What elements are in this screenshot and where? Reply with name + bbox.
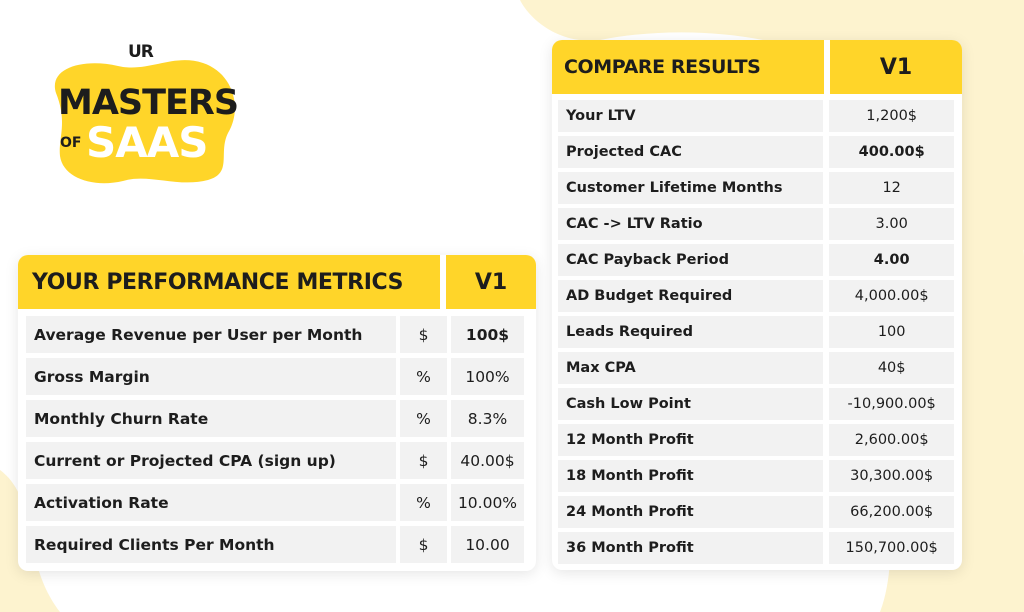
result-value: -10,900.00$ bbox=[829, 388, 954, 420]
table-row: AD Budget Required 4,000.00$ bbox=[558, 280, 954, 312]
result-value: 4,000.00$ bbox=[829, 280, 954, 312]
metric-value: 10.00 bbox=[451, 526, 524, 563]
result-label: AD Budget Required bbox=[558, 280, 824, 312]
masters-of-saas-logo: UR MASTERS OF SAAS bbox=[38, 38, 248, 188]
metric-value: 8.3% bbox=[451, 400, 524, 437]
table-row: CAC -> LTV Ratio 3.00 bbox=[558, 208, 954, 240]
logo-masters-text: MASTERS bbox=[58, 83, 239, 123]
table-row: Leads Required 100 bbox=[558, 316, 954, 348]
table-row: Activation Rate % 10.00% bbox=[26, 484, 528, 521]
result-value: 3.00 bbox=[829, 208, 954, 240]
result-value: 4.00 bbox=[829, 244, 954, 276]
metric-unit: % bbox=[400, 358, 447, 395]
table-row: Gross Margin % 100% bbox=[26, 358, 528, 395]
result-label: CAC Payback Period bbox=[558, 244, 824, 276]
result-value: 2,600.00$ bbox=[829, 424, 954, 456]
metrics-header: YOUR PERFORMANCE METRICS V1 bbox=[18, 255, 536, 309]
result-value: 66,200.00$ bbox=[829, 496, 954, 528]
result-value: 12 bbox=[829, 172, 954, 204]
table-row: Your LTV 1,200$ bbox=[558, 100, 954, 132]
result-label: 18 Month Profit bbox=[558, 460, 824, 492]
results-version: V1 bbox=[830, 40, 962, 94]
metric-label: Required Clients Per Month bbox=[26, 526, 396, 563]
metrics-table: Average Revenue per User per Month $ 100… bbox=[18, 309, 536, 563]
metric-label: Current or Projected CPA (sign up) bbox=[26, 442, 396, 479]
table-row: Required Clients Per Month $ 10.00 bbox=[26, 526, 528, 563]
table-row: CAC Payback Period 4.00 bbox=[558, 244, 954, 276]
table-row: 36 Month Profit 150,700.00$ bbox=[558, 532, 954, 564]
metric-value: 100$ bbox=[451, 316, 524, 353]
results-header: COMPARE RESULTS V1 bbox=[552, 40, 962, 94]
metric-value: 100% bbox=[451, 358, 524, 395]
metric-unit: % bbox=[400, 484, 447, 521]
result-label: CAC -> LTV Ratio bbox=[558, 208, 824, 240]
result-label: 12 Month Profit bbox=[558, 424, 824, 456]
result-label: 24 Month Profit bbox=[558, 496, 824, 528]
table-row: Customer Lifetime Months 12 bbox=[558, 172, 954, 204]
result-value: 1,200$ bbox=[829, 100, 954, 132]
results-table: Your LTV 1,200$ Projected CAC 400.00$ Cu… bbox=[552, 94, 962, 564]
performance-metrics-card: YOUR PERFORMANCE METRICS V1 Average Reve… bbox=[18, 255, 536, 571]
compare-results-card: COMPARE RESULTS V1 Your LTV 1,200$ Proje… bbox=[552, 40, 962, 570]
table-row: Max CPA 40$ bbox=[558, 352, 954, 384]
logo-of-text: OF bbox=[60, 135, 82, 151]
result-label: Max CPA bbox=[558, 352, 824, 384]
result-value: 40$ bbox=[829, 352, 954, 384]
metric-value: 10.00% bbox=[451, 484, 524, 521]
metric-unit: % bbox=[400, 400, 447, 437]
metric-label: Gross Margin bbox=[26, 358, 396, 395]
logo-mark: UR bbox=[128, 42, 154, 62]
table-row: 18 Month Profit 30,300.00$ bbox=[558, 460, 954, 492]
result-label: Projected CAC bbox=[558, 136, 824, 168]
metric-value: 40.00$ bbox=[451, 442, 524, 479]
table-row: Current or Projected CPA (sign up) $ 40.… bbox=[26, 442, 528, 479]
logo-yellow-blob bbox=[54, 60, 235, 184]
table-row: 24 Month Profit 66,200.00$ bbox=[558, 496, 954, 528]
table-row: 12 Month Profit 2,600.00$ bbox=[558, 424, 954, 456]
metric-unit: $ bbox=[400, 526, 447, 563]
result-label: Cash Low Point bbox=[558, 388, 824, 420]
metrics-title: YOUR PERFORMANCE METRICS bbox=[18, 255, 440, 309]
results-title: COMPARE RESULTS bbox=[552, 40, 824, 94]
metrics-version: V1 bbox=[446, 255, 536, 309]
result-value: 30,300.00$ bbox=[829, 460, 954, 492]
metric-label: Monthly Churn Rate bbox=[26, 400, 396, 437]
table-row: Projected CAC 400.00$ bbox=[558, 136, 954, 168]
result-label: Your LTV bbox=[558, 100, 824, 132]
result-value: 400.00$ bbox=[829, 136, 954, 168]
metric-label: Average Revenue per User per Month bbox=[26, 316, 396, 353]
logo-saas-text: SAAS bbox=[86, 118, 209, 167]
table-row: Cash Low Point -10,900.00$ bbox=[558, 388, 954, 420]
metric-unit: $ bbox=[400, 442, 447, 479]
result-label: Customer Lifetime Months bbox=[558, 172, 824, 204]
table-row: Monthly Churn Rate % 8.3% bbox=[26, 400, 528, 437]
metric-unit: $ bbox=[400, 316, 447, 353]
result-label: Leads Required bbox=[558, 316, 824, 348]
metric-label: Activation Rate bbox=[26, 484, 396, 521]
result-value: 100 bbox=[829, 316, 954, 348]
result-label: 36 Month Profit bbox=[558, 532, 824, 564]
result-value: 150,700.00$ bbox=[829, 532, 954, 564]
table-row: Average Revenue per User per Month $ 100… bbox=[26, 316, 528, 353]
